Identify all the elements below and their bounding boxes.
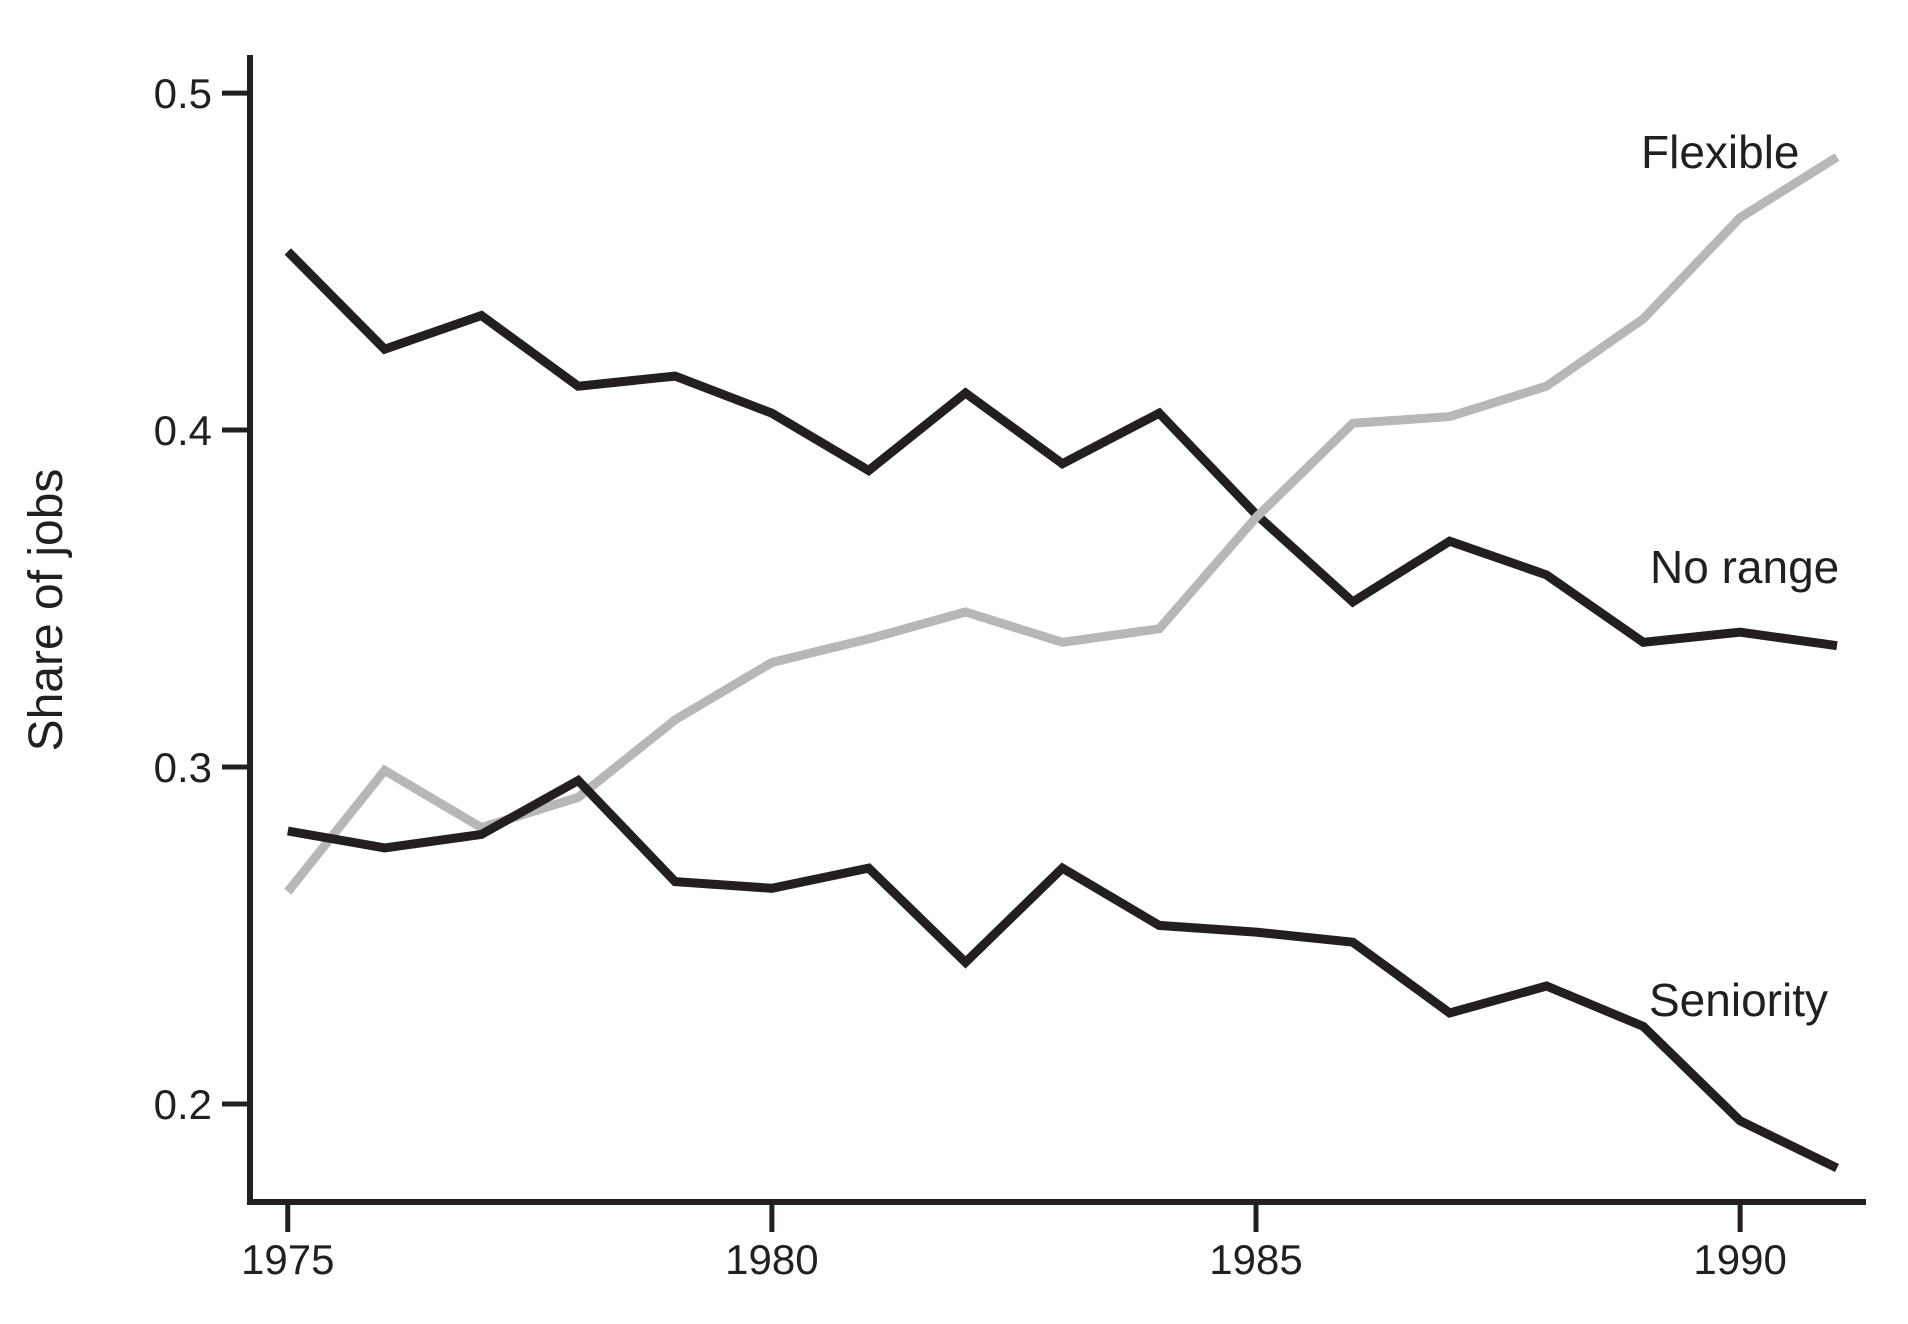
x-tick-label: 1985 [1209, 1236, 1302, 1283]
series-line-seniority [287, 774, 1839, 1173]
x-tick-label: 1990 [1693, 1236, 1786, 1283]
series-label-no-range: No range [1650, 541, 1839, 593]
series-line-flexible [284, 153, 1840, 895]
y-tick-label: 0.4 [154, 407, 212, 454]
y-axis-title: Share of jobs [20, 469, 73, 752]
series-label-seniority: Seniority [1649, 974, 1828, 1026]
x-tick-label: 1980 [725, 1236, 818, 1283]
series-line-no-range [284, 248, 1838, 651]
x-tick-label: 1975 [241, 1236, 334, 1283]
series-label-flexible: Flexible [1641, 126, 1800, 178]
axes-layer: 0.5 0.4 0.3 0.2 1975 1980 1985 1990 [154, 55, 1866, 1283]
labels-layer: No range Flexible Seniority [1641, 126, 1839, 1026]
y-tick-label: 0.2 [154, 1081, 212, 1128]
y-tick-label: 0.3 [154, 744, 212, 791]
series-layer [284, 153, 1840, 1173]
y-tick-label: 0.5 [154, 70, 212, 117]
